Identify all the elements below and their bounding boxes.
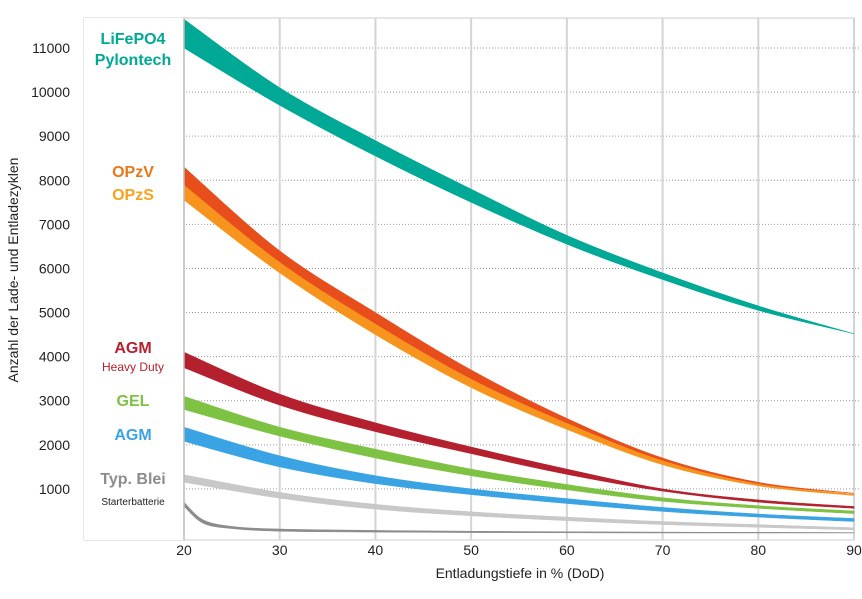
y-tick-label: 9000 <box>39 128 70 144</box>
y-tick-label: 4000 <box>39 349 70 365</box>
y-tick-labels: 1000 2000 3000 4000 5000 6000 7000 8000 9000 1000… <box>31 40 70 497</box>
y-tick-label: 10000 <box>31 84 70 100</box>
band-starterbatterie <box>183 501 855 534</box>
y-tick-label: 1000 <box>39 481 70 497</box>
label-agm: AGM <box>114 427 151 444</box>
plot-frame <box>83 17 855 541</box>
y-tick-label: 2000 <box>39 437 70 453</box>
band-agm <box>183 426 855 522</box>
y-tick-label: 5000 <box>39 305 70 321</box>
y-tick-label: 7000 <box>39 216 70 232</box>
y-tick-label: 8000 <box>39 172 70 188</box>
label-opzs: OPzS <box>112 187 154 204</box>
x-tick-labels: 20 30 40 50 60 70 80 90 <box>176 542 862 558</box>
band-gel <box>183 395 855 514</box>
label-typ-blei: Typ. Blei <box>100 471 166 488</box>
band-opzv <box>183 166 855 494</box>
x-tick-label: 20 <box>176 542 192 558</box>
band-lifepo4-pylontech <box>183 18 855 334</box>
x-tick-label: 30 <box>272 542 288 558</box>
x-tick-label: 90 <box>846 542 862 558</box>
x-tick-label: 80 <box>750 542 766 558</box>
label-panel <box>84 18 184 540</box>
x-tick-label: 70 <box>655 542 671 558</box>
series-bands <box>183 18 855 534</box>
y-tick-label: 11000 <box>32 40 70 56</box>
label-heavy-duty: Heavy Duty <box>102 360 164 374</box>
label-pylontech: Pylontech <box>95 52 171 69</box>
y-tick-label: 6000 <box>39 260 70 276</box>
x-tick-label: 50 <box>463 542 479 558</box>
x-axis-label: Entladungstiefe in % (DoD) <box>436 565 605 581</box>
band-typ-blei <box>183 474 855 531</box>
band-agm-heavy-duty <box>183 351 855 509</box>
grid <box>83 17 860 541</box>
label-lifepo4: LiFePO4 <box>101 31 166 48</box>
x-tick-label: 60 <box>559 542 575 558</box>
y-tick-label: 3000 <box>39 393 70 409</box>
label-starter: Starterbatterie <box>101 497 165 508</box>
label-gel: GEL <box>117 393 150 410</box>
label-agm-hd: AGM <box>114 340 151 357</box>
label-opzv: OPzV <box>112 164 154 181</box>
x-tick-label: 40 <box>368 542 384 558</box>
band-opzs <box>183 179 855 496</box>
y-axis-label: Anzahl der Lade- und Entladezyklen <box>5 158 21 383</box>
